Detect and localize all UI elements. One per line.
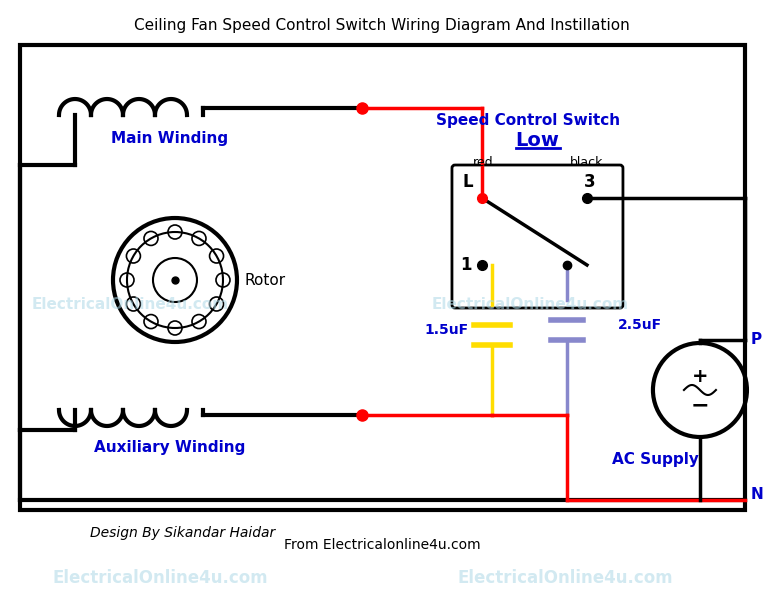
Text: black: black <box>570 155 604 168</box>
Text: ElectricalOnline4u.com: ElectricalOnline4u.com <box>457 569 672 587</box>
Bar <box>20 45 745 510</box>
Text: L: L <box>463 173 474 191</box>
Text: 3: 3 <box>584 173 596 191</box>
Text: 2.5uF: 2.5uF <box>618 318 662 332</box>
Text: P: P <box>751 333 762 347</box>
Text: Low: Low <box>515 131 559 149</box>
Text: Speed Control Switch: Speed Control Switch <box>436 112 620 128</box>
Text: Rotor: Rotor <box>245 272 286 288</box>
Text: −: − <box>691 395 709 415</box>
Text: AC Supply: AC Supply <box>611 453 698 467</box>
Text: 1: 1 <box>461 256 472 274</box>
Text: Design By Sikandar Haidar: Design By Sikandar Haidar <box>90 526 275 540</box>
Text: Auxiliary Winding: Auxiliary Winding <box>94 441 246 456</box>
Text: ElectricalOnline4u.com: ElectricalOnline4u.com <box>52 569 268 587</box>
Text: Main Winding: Main Winding <box>112 131 229 146</box>
Text: Ceiling Fan Speed Control Switch Wiring Diagram And Instillation: Ceiling Fan Speed Control Switch Wiring … <box>134 18 630 33</box>
Text: ElectricalOnline4u.com: ElectricalOnline4u.com <box>31 297 229 312</box>
Text: From Electricalonline4u.com: From Electricalonline4u.com <box>284 538 480 552</box>
Text: N: N <box>751 488 763 503</box>
Text: 1.5uF: 1.5uF <box>425 323 469 337</box>
Text: +: + <box>692 368 708 386</box>
Text: red: red <box>473 155 493 168</box>
Text: ElectricalOnline4u.com: ElectricalOnline4u.com <box>431 297 629 312</box>
